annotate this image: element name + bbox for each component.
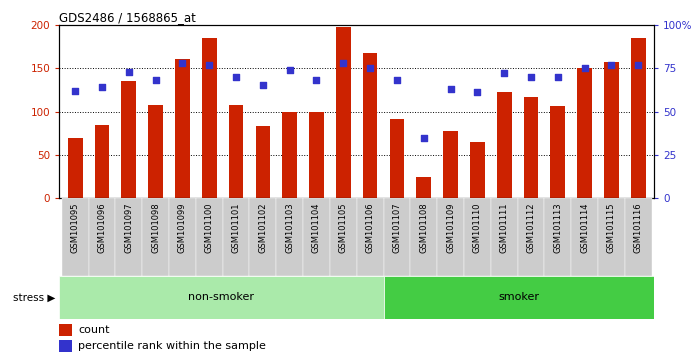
Bar xyxy=(116,198,142,276)
Text: GSM101116: GSM101116 xyxy=(633,202,642,253)
Bar xyxy=(390,119,404,198)
Bar xyxy=(202,38,216,198)
Point xyxy=(230,74,242,80)
Bar xyxy=(303,198,330,276)
Bar xyxy=(356,198,383,276)
Bar xyxy=(249,198,276,276)
Bar xyxy=(59,324,72,336)
Bar xyxy=(255,126,270,198)
Bar xyxy=(223,198,249,276)
Point xyxy=(498,70,509,76)
Bar xyxy=(631,38,645,198)
Text: GSM101097: GSM101097 xyxy=(125,202,134,253)
Text: GSM101098: GSM101098 xyxy=(151,202,160,253)
Point xyxy=(284,67,295,73)
Bar xyxy=(175,59,190,198)
Bar xyxy=(363,52,377,198)
Point xyxy=(418,135,429,140)
Bar xyxy=(383,276,654,319)
Bar xyxy=(571,198,598,276)
Text: non-smoker: non-smoker xyxy=(189,292,255,302)
Text: stress ▶: stress ▶ xyxy=(13,292,56,302)
Text: GSM101104: GSM101104 xyxy=(312,202,321,253)
Text: GSM101099: GSM101099 xyxy=(178,202,187,253)
Point xyxy=(311,78,322,83)
Bar xyxy=(148,104,163,198)
Point xyxy=(365,65,376,71)
Bar xyxy=(470,142,484,198)
Bar xyxy=(544,198,571,276)
Bar xyxy=(604,62,619,198)
Point xyxy=(70,88,81,93)
Bar xyxy=(330,198,356,276)
Point xyxy=(633,62,644,68)
Bar xyxy=(437,198,464,276)
Point xyxy=(579,65,590,71)
Text: GSM101100: GSM101100 xyxy=(205,202,214,253)
Text: GSM101115: GSM101115 xyxy=(607,202,616,253)
Bar xyxy=(551,106,565,198)
Bar xyxy=(68,137,83,198)
Bar xyxy=(491,198,518,276)
Text: smoker: smoker xyxy=(498,292,539,302)
Bar xyxy=(598,198,625,276)
Bar xyxy=(523,97,538,198)
Bar xyxy=(625,198,651,276)
Bar xyxy=(62,198,88,276)
Bar xyxy=(142,198,169,276)
Text: GSM101096: GSM101096 xyxy=(97,202,106,253)
Point xyxy=(338,60,349,66)
Text: GSM101102: GSM101102 xyxy=(258,202,267,253)
Bar xyxy=(464,198,491,276)
Point xyxy=(472,90,483,95)
Bar xyxy=(88,198,116,276)
Bar xyxy=(577,68,592,198)
Bar xyxy=(383,198,411,276)
Text: GSM101111: GSM101111 xyxy=(500,202,509,253)
Bar xyxy=(336,27,351,198)
Text: GSM101101: GSM101101 xyxy=(232,202,241,253)
Bar xyxy=(497,92,512,198)
Bar xyxy=(229,104,244,198)
Bar xyxy=(95,125,109,198)
Point xyxy=(97,84,108,90)
Text: GSM101105: GSM101105 xyxy=(339,202,348,253)
Point xyxy=(258,82,269,88)
Point xyxy=(391,78,402,83)
Bar xyxy=(309,112,324,198)
Bar xyxy=(169,198,196,276)
Point xyxy=(445,86,456,92)
Text: count: count xyxy=(78,325,110,336)
Bar xyxy=(411,198,437,276)
Text: GSM101112: GSM101112 xyxy=(526,202,535,253)
Point xyxy=(150,78,161,83)
Point xyxy=(525,74,537,80)
Bar xyxy=(196,198,223,276)
Point xyxy=(204,62,215,68)
Bar xyxy=(518,198,544,276)
Text: percentile rank within the sample: percentile rank within the sample xyxy=(78,341,266,352)
Text: GDS2486 / 1568865_at: GDS2486 / 1568865_at xyxy=(59,11,196,24)
Bar xyxy=(416,177,431,198)
Bar xyxy=(59,340,72,353)
Text: GSM101095: GSM101095 xyxy=(71,202,80,253)
Point xyxy=(552,74,563,80)
Text: GSM101113: GSM101113 xyxy=(553,202,562,253)
Bar xyxy=(122,81,136,198)
Text: GSM101108: GSM101108 xyxy=(419,202,428,253)
Point xyxy=(606,62,617,68)
Text: GSM101103: GSM101103 xyxy=(285,202,294,253)
Bar xyxy=(443,131,458,198)
Bar xyxy=(283,112,297,198)
Point xyxy=(123,69,134,74)
Text: GSM101106: GSM101106 xyxy=(365,202,374,253)
Bar xyxy=(59,276,383,319)
Text: GSM101114: GSM101114 xyxy=(580,202,589,253)
Text: GSM101107: GSM101107 xyxy=(393,202,402,253)
Text: GSM101110: GSM101110 xyxy=(473,202,482,253)
Text: GSM101109: GSM101109 xyxy=(446,202,455,253)
Bar xyxy=(276,198,303,276)
Point xyxy=(177,60,188,66)
